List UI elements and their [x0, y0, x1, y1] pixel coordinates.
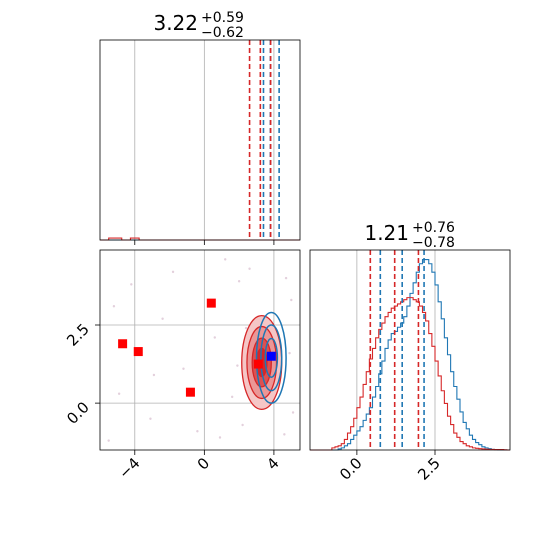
sample-point — [230, 395, 234, 399]
blue-contours — [255, 311, 287, 404]
blue-contour-level — [255, 311, 287, 404]
red-truth-marker — [118, 339, 128, 349]
sample-point — [241, 423, 244, 427]
panel-title-plus: +0.76 — [412, 220, 455, 236]
histogram-series — [310, 258, 510, 451]
sample-point — [213, 336, 216, 339]
sample-point — [224, 258, 227, 261]
histogram-step-red — [310, 297, 510, 451]
x-tick-label: 0.0 — [336, 454, 366, 484]
histogram-panel-param2: 0.0 2.5 1.21 +0.76 −0.78 — [309, 220, 511, 484]
sample-point — [117, 392, 121, 395]
panel-title-value: 1.21 — [364, 221, 409, 245]
sample-point — [290, 298, 293, 302]
x-tick-label: 4 — [263, 454, 282, 473]
truth-markers — [118, 298, 276, 397]
quantile-lines — [248, 40, 280, 240]
sample-point — [152, 373, 156, 377]
quantile-lines — [369, 250, 425, 450]
sample-point — [112, 305, 116, 308]
sample-point — [130, 283, 133, 286]
sample-point — [284, 276, 288, 280]
axis-ticks: 0.0 2.5 — [336, 450, 444, 484]
axes-frame — [309, 249, 511, 451]
panel-title-minus: −0.78 — [412, 235, 455, 251]
y-tick-label: 0.0 — [63, 398, 93, 428]
sample-point — [171, 270, 175, 274]
sample-point — [161, 317, 164, 320]
blue-contour-level — [260, 324, 283, 392]
red-truth-marker — [133, 347, 143, 357]
histogram-panel-param1: 3.22 +0.59 −0.62 — [99, 10, 301, 245]
sample-point — [283, 433, 286, 436]
blue-contour-level — [264, 337, 279, 378]
red-truth-marker — [206, 298, 216, 308]
red-truth-marker — [185, 387, 195, 397]
gridlines — [134, 40, 275, 240]
y-tick-label: 2.5 — [63, 320, 93, 350]
panel-title-plus: +0.59 — [201, 10, 244, 26]
panel-title-minus: −0.62 — [201, 25, 244, 41]
axis-ticks — [134, 240, 275, 245]
x-tick-label: 2.5 — [414, 454, 444, 484]
sample-point — [244, 326, 248, 330]
blue-truth-marker — [266, 351, 276, 361]
red-truth-marker — [253, 359, 263, 369]
sample-point — [107, 439, 110, 442]
sample-point — [291, 411, 295, 414]
sample-point — [149, 417, 152, 420]
sample-point — [196, 430, 199, 433]
scatter-points — [107, 258, 295, 442]
sample-point — [218, 436, 222, 439]
sample-point — [288, 351, 291, 355]
contour-panel: −4 0 4 0.0 2.5 — [63, 249, 301, 482]
axes-frame — [99, 249, 301, 451]
sample-point — [237, 280, 241, 283]
x-tick-label: 0 — [194, 454, 213, 473]
sample-point — [236, 364, 239, 367]
histogram-step-blue — [310, 258, 510, 451]
axes-frame — [99, 39, 301, 241]
sample-point — [182, 367, 185, 370]
sample-point — [248, 267, 251, 270]
panel-title-value: 3.22 — [153, 11, 198, 35]
x-tick-label: −4 — [115, 454, 143, 482]
